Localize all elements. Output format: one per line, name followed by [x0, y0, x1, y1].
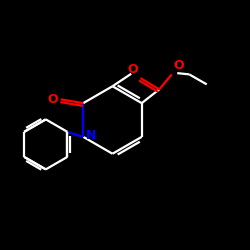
- Text: O: O: [47, 93, 58, 106]
- Text: N: N: [86, 129, 96, 142]
- Text: O: O: [173, 59, 184, 72]
- Text: O: O: [127, 62, 138, 76]
